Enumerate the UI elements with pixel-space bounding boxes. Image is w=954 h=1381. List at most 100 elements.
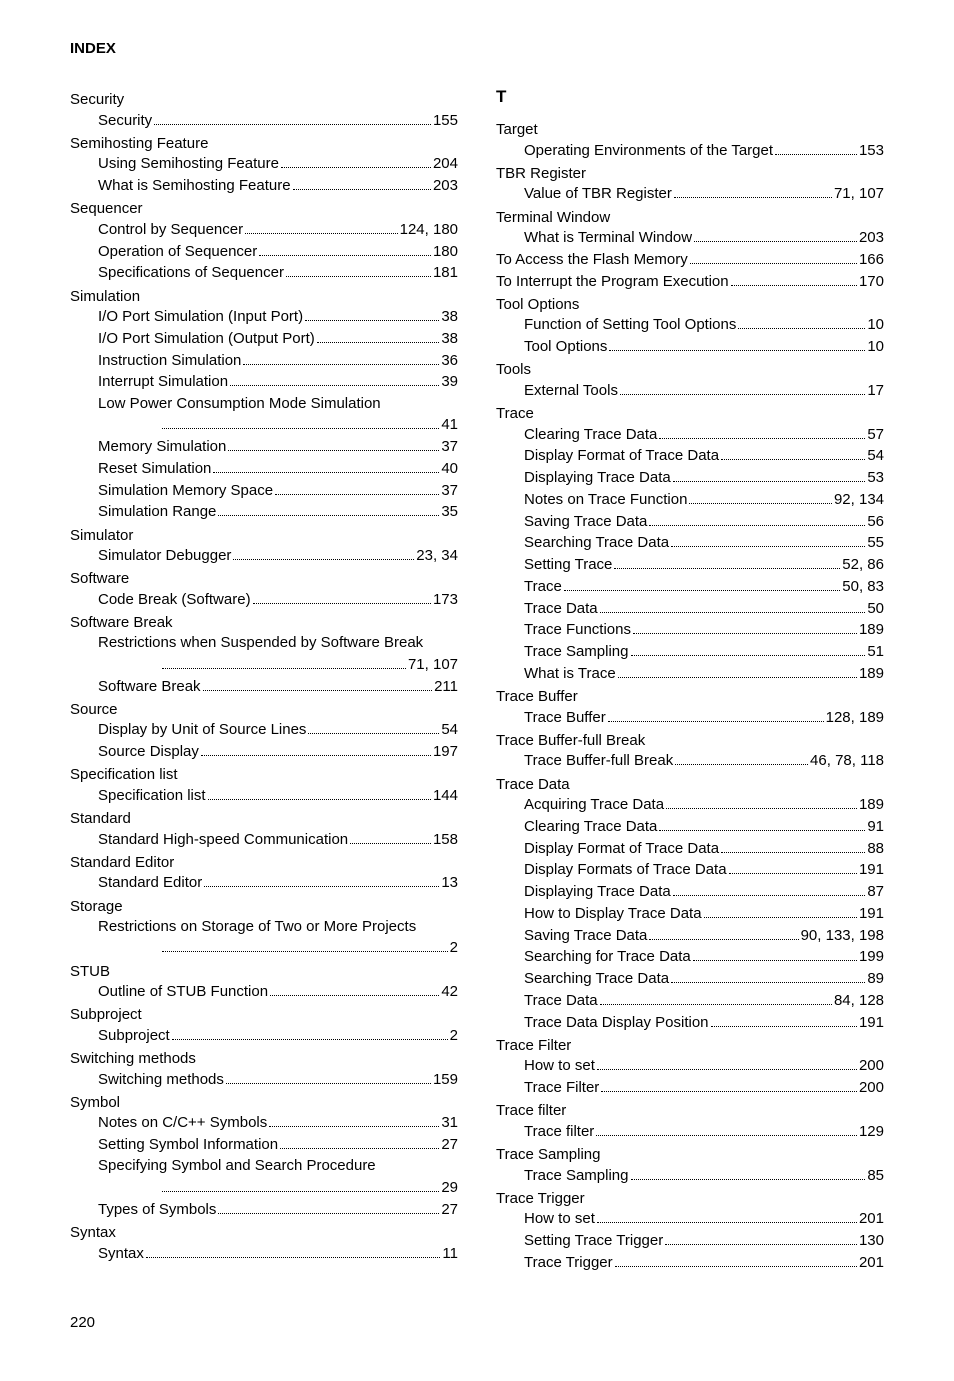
leader-dots [689,489,832,504]
leader-dots [631,1165,866,1180]
index-entry-label: To Access the Flash Memory [496,250,688,270]
index-entry-continuation: 41 [70,415,458,436]
index-entry: Function of Setting Tool Options10 [496,315,884,336]
index-entry-pages: 38 [441,307,458,327]
index-entry-label: Trace [524,577,562,597]
leader-dots [243,350,439,365]
index-entry-label: Switching methods [98,1070,224,1090]
leader-dots [233,546,414,561]
index-entry-pages: 46, 78, 118 [810,751,884,771]
index-entry: Display by Unit of Source Lines54 [70,720,458,741]
index-entry: Interrupt Simulation39 [70,372,458,393]
index-entry-label: Value of TBR Register [524,184,672,204]
index-entry-label: Operation of Sequencer [98,242,257,262]
leader-dots [775,140,857,155]
index-entry-label: Searching Trace Data [524,533,669,553]
index-entry-label: Saving Trace Data [524,512,647,532]
index-entry: Memory Simulation37 [70,437,458,458]
index-entry-label: Simulator Debugger [98,546,231,566]
index-entry-pages: 11 [442,1244,458,1264]
leader-dots [208,785,431,800]
index-entry: Tool Options10 [496,337,884,358]
index-entry-pages: 31 [441,1113,458,1133]
leader-dots [673,882,866,897]
index-entry-pages: 57 [867,425,884,445]
index-entry-pages: 92, 134 [834,490,884,510]
index-entry-label: Acquiring Trace Data [524,795,664,815]
index-entry: Switching methods159 [70,1069,458,1090]
leader-dots [659,424,865,439]
index-entry-label: Restrictions on Storage of Two or More P… [98,917,416,937]
index-entry-pages: 50, 83 [842,577,884,597]
index-entry-label: Display Formats of Trace Data [524,860,727,880]
leader-dots [721,838,865,853]
index-entry-label: Specification list [98,786,206,806]
index-entry: Outline of STUB Function42 [70,982,458,1003]
index-entry-pages: 23, 34 [416,546,458,566]
index-entry: Specifications of Sequencer181 [70,263,458,284]
index-entry-label: What is Terminal Window [524,228,692,248]
index-topic: Software [70,570,458,587]
index-topic: Trace filter [496,1102,884,1119]
leader-dots [690,249,857,264]
index-entry-pages: 201 [859,1209,884,1229]
index-entry-label: Security [98,111,152,131]
index-entry: Standard Editor13 [70,873,458,894]
index-entry-label: Code Break (Software) [98,590,251,610]
index-entry: Saving Trace Data90, 133, 198 [496,925,884,946]
index-entry: Display Formats of Trace Data 191 [496,860,884,881]
index-entry-label: Trace Buffer [524,708,606,728]
index-entry: Clearing Trace Data 57 [496,424,884,445]
index-entry: Notes on C/C++ Symbols31 [70,1113,458,1134]
index-entry-label: Display by Unit of Source Lines [98,720,306,740]
index-entry-label: Displaying Trace Data [524,882,671,902]
leader-dots [281,154,431,169]
index-topic: Specification list [70,766,458,783]
leader-dots [597,1209,857,1224]
index-topic: Terminal Window [496,209,884,226]
index-topic: Trace Sampling [496,1146,884,1163]
index-entry: Trace Filter200 [496,1078,884,1099]
index-entry-label: Simulation Memory Space [98,481,273,501]
index-entry-pages: 199 [859,947,884,967]
leader-dots [600,990,832,1005]
index-entry-pages: 200 [859,1078,884,1098]
index-entry: Clearing Trace Data91 [496,816,884,837]
index-entry-label: Clearing Trace Data [524,425,657,445]
index-entry-pages: 39 [441,372,458,392]
index-topic: Symbol [70,1094,458,1111]
index-entry: Software Break211 [70,676,458,697]
index-entry-label: Setting Trace Trigger [524,1231,663,1251]
index-entry-label: Searching for Trace Data [524,947,691,967]
index-topic: Semihosting Feature [70,135,458,152]
index-entry: Trace Buffer-full Break 46, 78, 118 [496,751,884,772]
index-entry-pages: 53 [867,468,884,488]
index-entry-pages: 89 [867,969,884,989]
index-topic: Trace Buffer [496,688,884,705]
index-entry-label: Display Format of Trace Data [524,446,719,466]
leader-dots [731,271,857,286]
index-entry: Notes on Trace Function92, 134 [496,489,884,510]
index-entry: Searching Trace Data89 [496,969,884,990]
index-entry: Subproject2 [70,1025,458,1046]
index-entry: Simulator Debugger 23, 34 [70,546,458,567]
index-entry-label: Types of Symbols [98,1200,216,1220]
index-topic: Sequencer [70,200,458,217]
leader-dots [564,576,840,591]
leader-dots [172,1025,448,1040]
leader-dots [596,1121,857,1136]
index-entry-label: Software Break [98,677,201,697]
index-entry-pages: 52, 86 [842,555,884,575]
leader-dots [162,415,439,430]
index-entry-label: Subproject [98,1026,170,1046]
index-entry-label: Trace Buffer-full Break [524,751,673,771]
leader-dots [601,1078,857,1093]
index-topic: Storage [70,898,458,915]
index-entry-label: Trace Data [524,599,598,619]
leader-dots [308,720,439,735]
index-entry-pages: 191 [859,860,884,880]
index-column-right: TTargetOperating Environments of the Tar… [496,87,884,1274]
index-entry-pages: 203 [859,228,884,248]
leader-dots [659,816,865,831]
index-entry-label: Source Display [98,742,199,762]
